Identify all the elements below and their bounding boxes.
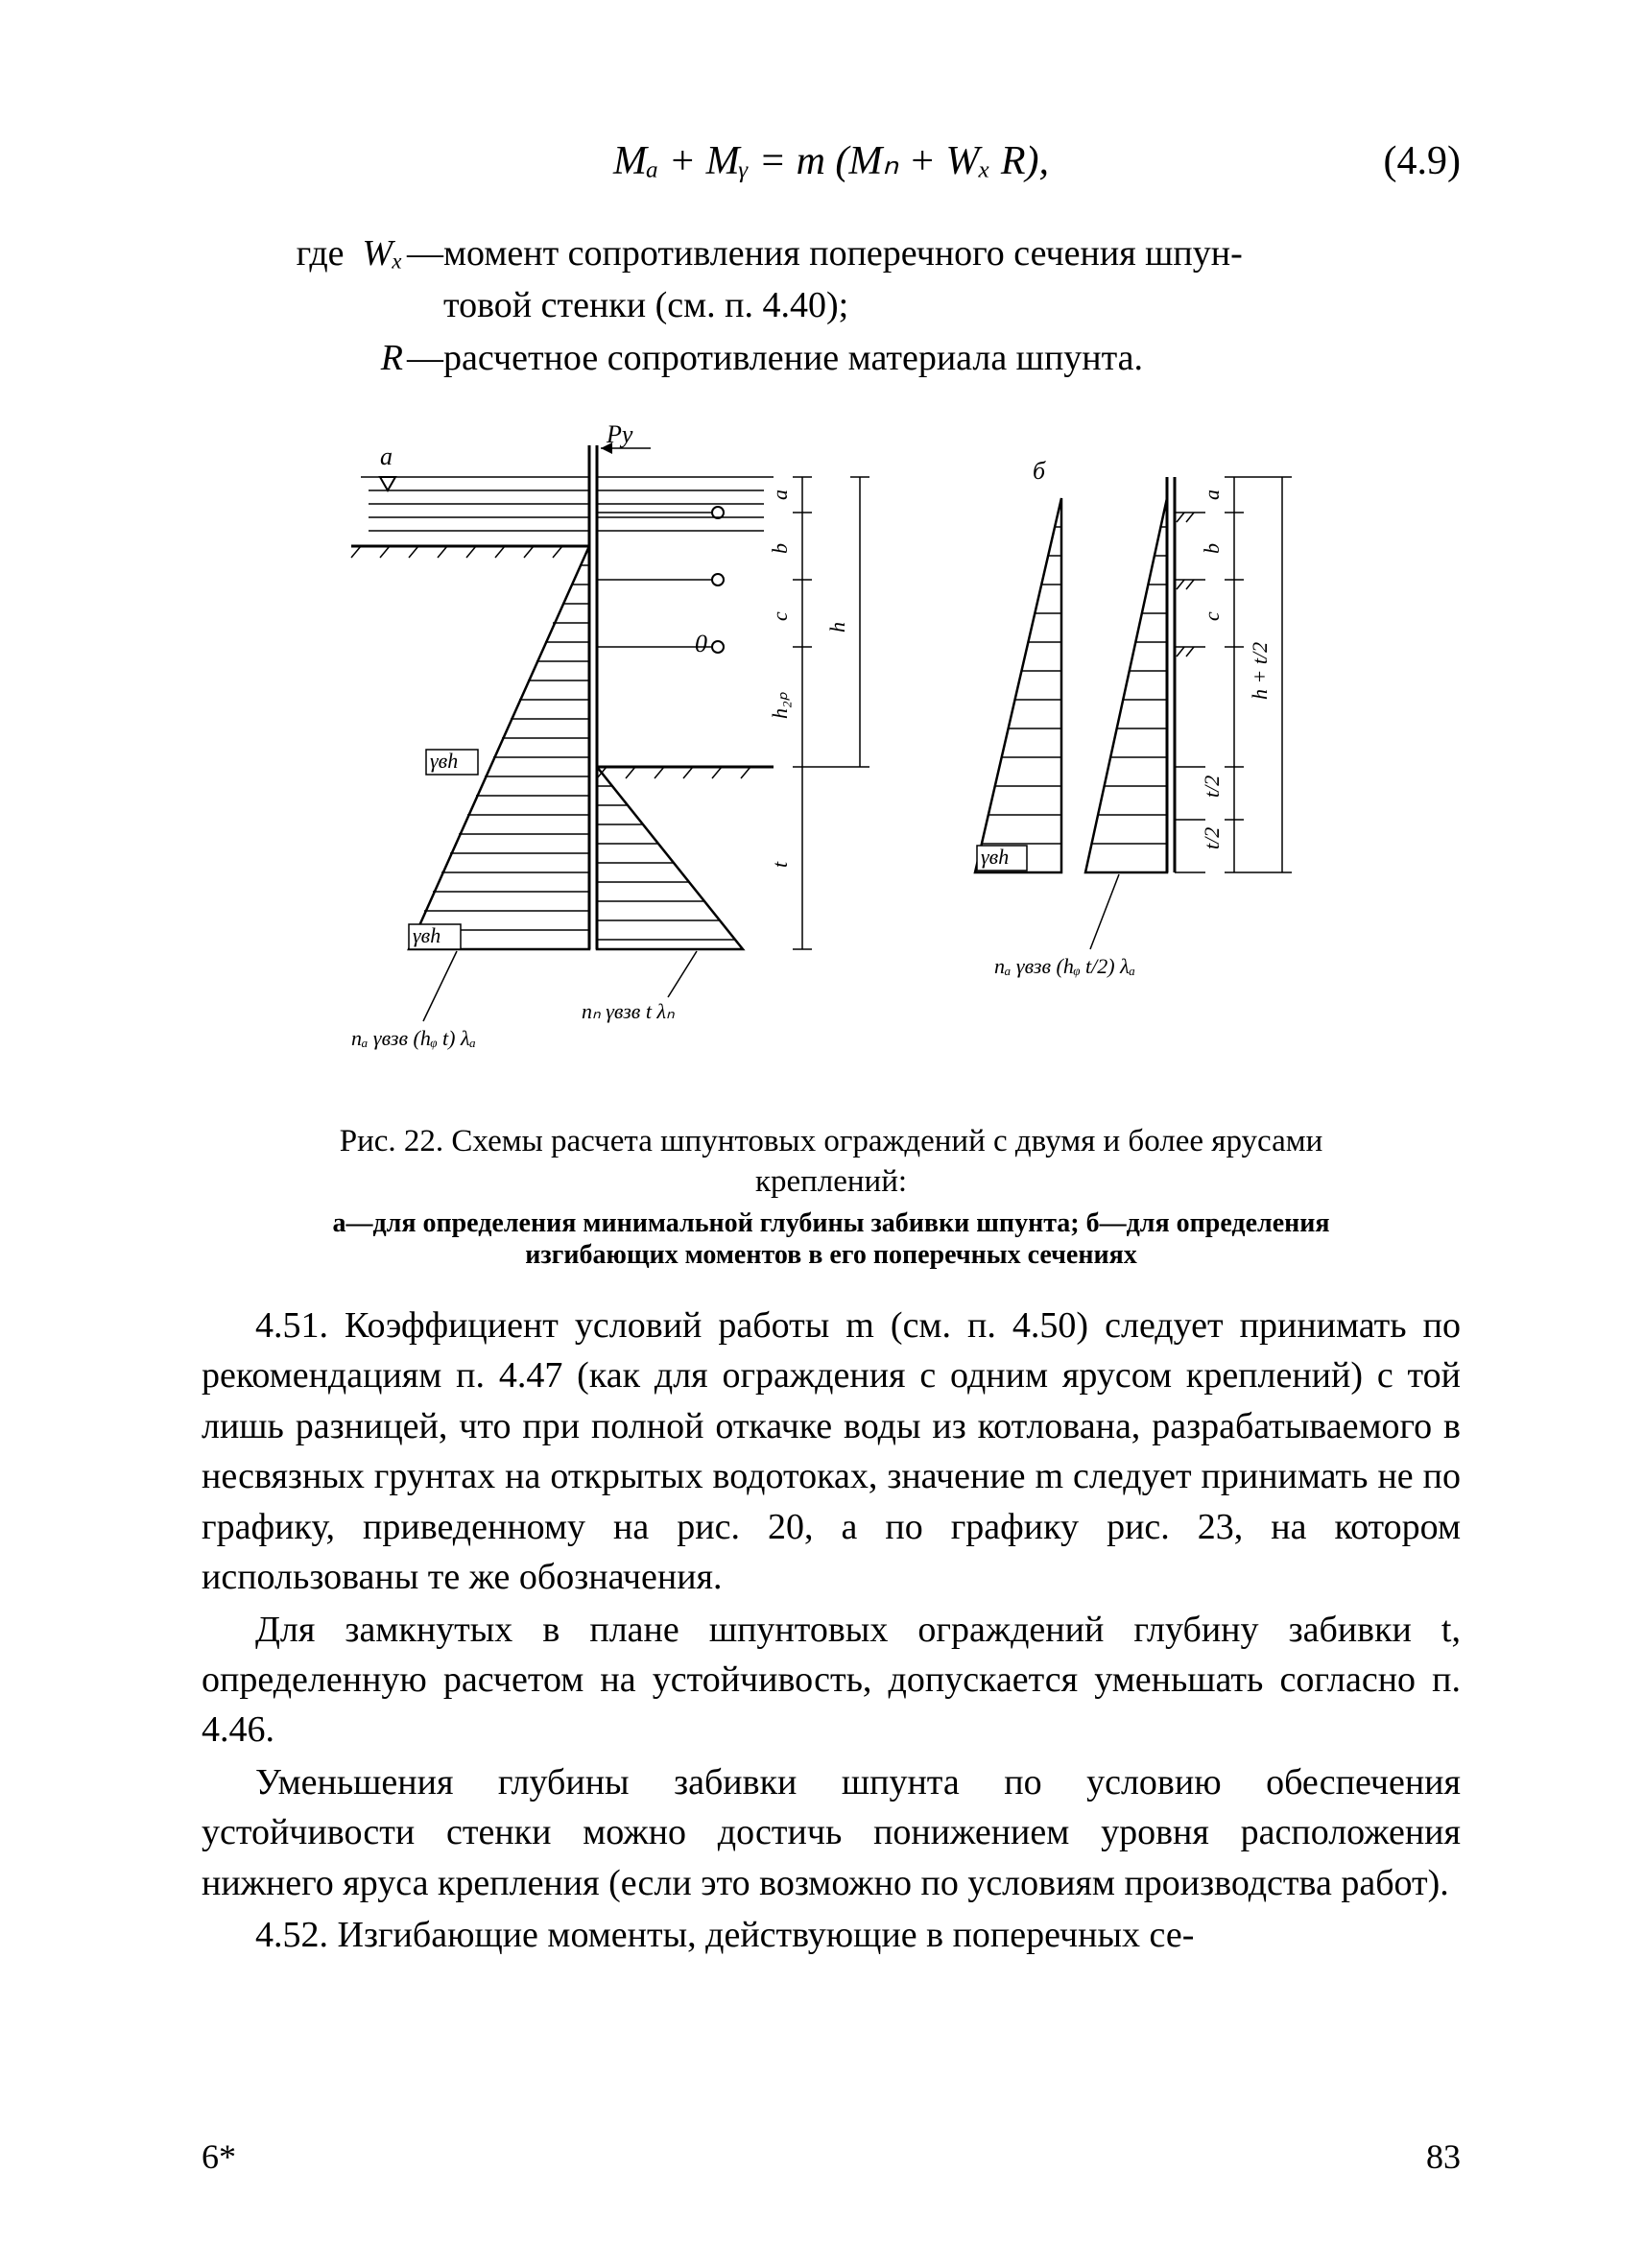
label-zero: 0 bbox=[695, 630, 707, 657]
label-na-lambda-a-left: nₐ γвзв (hᵩ t) λₐ bbox=[351, 1026, 476, 1050]
where-row-2: R — расчетное сопротивление материала шп… bbox=[202, 333, 1461, 383]
figure-subcaption: а—для определения минимальной глубины за… bbox=[322, 1207, 1340, 1272]
where-sym-Wx: Wₓ bbox=[363, 233, 403, 274]
dim-a-right: a bbox=[1200, 489, 1224, 500]
figure-22: а Ру bbox=[265, 412, 1397, 1272]
label-gamma-vh-mid: γвh bbox=[430, 749, 458, 773]
panel-a-label: а bbox=[380, 442, 393, 470]
dim-t2: t/2 bbox=[1200, 776, 1224, 798]
dim-c-right: c bbox=[1200, 611, 1224, 621]
para-4-52: 4.52. Изгибающие моменты, действующие в … bbox=[202, 1910, 1461, 1960]
where-row-1: где Wₓ — момент сопротивления поперечног… bbox=[202, 228, 1461, 278]
panel-b-label: б bbox=[1033, 457, 1046, 485]
dim-h2p: h₂ₚ bbox=[768, 692, 792, 720]
para-4-51-c: Уменьшения глубины забивки шпунта по усл… bbox=[202, 1757, 1461, 1908]
equation-4-9: Mₐ + Mᵧ = m (Mₙ + Wₓ R), (4.9) bbox=[202, 134, 1461, 190]
dim-ht2: h + t/2 bbox=[1248, 642, 1272, 700]
where-text-2: расчетное сопротивление материала шпунта… bbox=[443, 333, 1461, 383]
where-dash-2: — bbox=[407, 333, 443, 383]
equation-number: (4.9) bbox=[1384, 134, 1461, 190]
figure-caption: Рис. 22. Схемы расчета шпунтовых огражде… bbox=[294, 1122, 1369, 1202]
where-row-1b: — товой стенки (см. п. 4.40); bbox=[202, 280, 1461, 330]
page-footer: 6* 83 bbox=[202, 2134, 1461, 2182]
where-block: где Wₓ — момент сопротивления поперечног… bbox=[202, 228, 1461, 383]
where-intro: где bbox=[297, 233, 345, 274]
para-4-51: 4.51. Коэффициент условий работы m (см. … bbox=[202, 1301, 1461, 1603]
dim-c-left: c bbox=[768, 611, 792, 621]
label-na-lambda-a-right: nₐ γвзв (hᵩ t/2) λₐ bbox=[994, 954, 1135, 978]
figure-22-svg: а Ру bbox=[265, 412, 1397, 1103]
dim-a-left: a bbox=[768, 489, 792, 500]
where-sym-R: R bbox=[381, 338, 403, 378]
where-text-1a: момент сопротивления поперечного сечения… bbox=[443, 228, 1461, 278]
para-4-51-b: Для замкнутых в плане шпунтовых огражден… bbox=[202, 1605, 1461, 1755]
where-text-1b: товой стенки (см. п. 4.40); bbox=[443, 280, 1461, 330]
label-gamma-vh-b: γвh bbox=[981, 845, 1009, 869]
label-gamma-vh-bot: γвh bbox=[413, 923, 441, 947]
dim-h-left: h bbox=[825, 622, 849, 633]
dim-b-right: b bbox=[1200, 543, 1224, 554]
dim-t-left: t bbox=[768, 861, 792, 868]
footer-signature: 6* bbox=[202, 2134, 236, 2182]
dim-b-left: b bbox=[768, 543, 792, 554]
page: Mₐ + Mᵧ = m (Mₙ + Wₓ R), (4.9) где Wₓ — … bbox=[0, 0, 1643, 2268]
where-dash-1: — bbox=[407, 228, 443, 278]
dim-t2b: t/2 bbox=[1200, 827, 1224, 849]
page-number: 83 bbox=[1426, 2134, 1461, 2182]
equation-text: Mₐ + Mᵧ = m (Mₙ + Wₓ R), bbox=[613, 134, 1049, 190]
label-np-lambda-p: nₙ γвзв t λₙ bbox=[582, 999, 675, 1023]
